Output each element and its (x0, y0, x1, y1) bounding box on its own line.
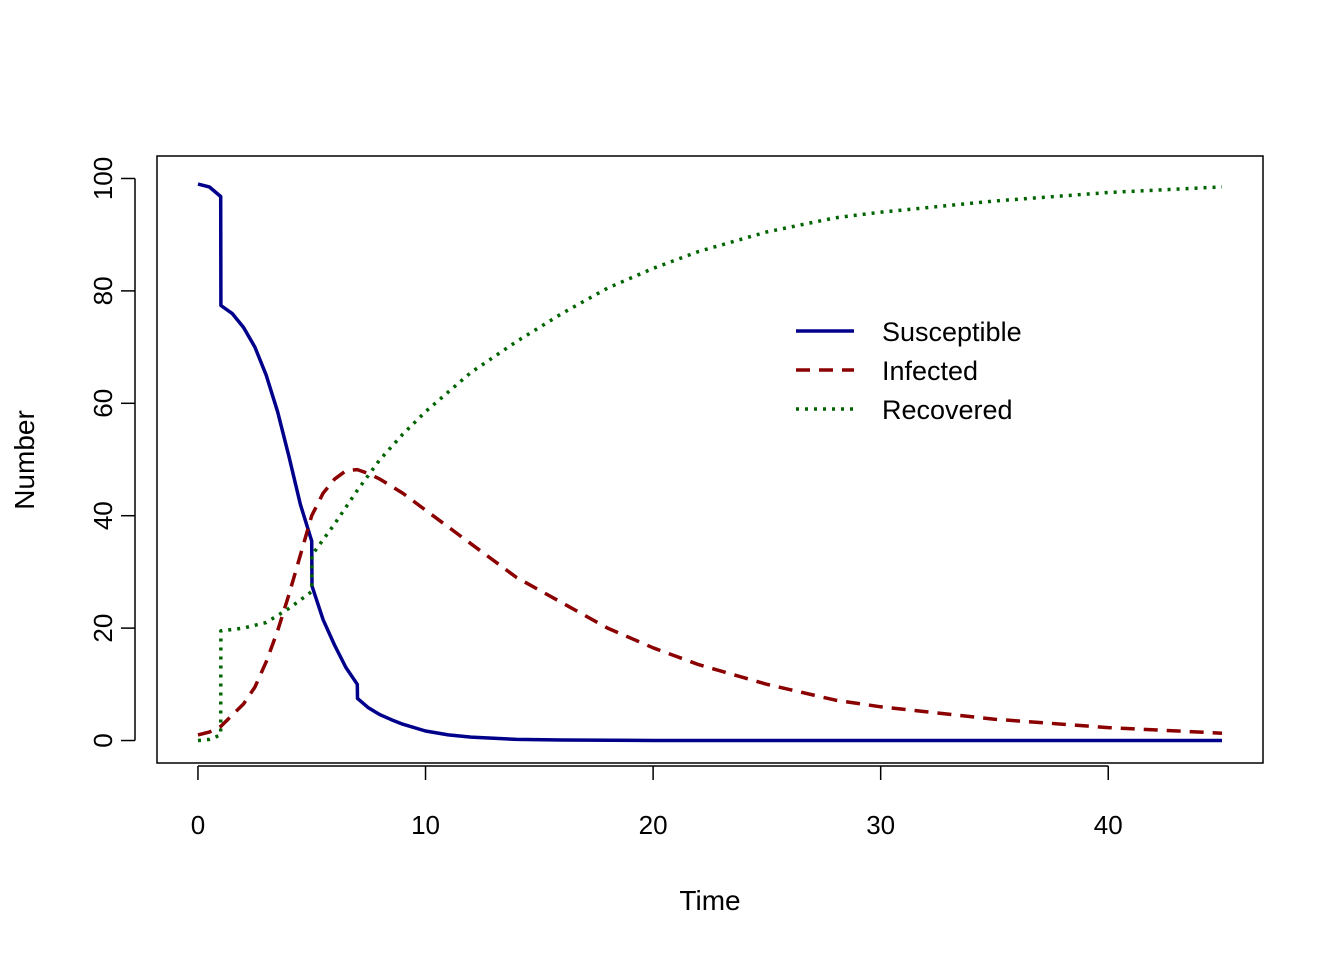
series-layer (197, 182, 1223, 743)
series-line-infected (197, 467, 1223, 737)
y-axis: 0 20 40 60 80 100 (88, 157, 136, 748)
x-tick-label: 20 (639, 810, 668, 840)
legend-label-susceptible: Susceptible (882, 317, 1022, 347)
y-tick-label: 100 (88, 157, 118, 200)
y-tick-label: 60 (88, 389, 118, 418)
y-axis-title: Number (9, 410, 40, 510)
series-line-recovered (197, 185, 1223, 743)
x-tick-label: 30 (866, 810, 895, 840)
series-line-susceptible (197, 182, 1222, 743)
y-tick-label: 80 (88, 276, 118, 305)
x-tick-label: 40 (1094, 810, 1123, 840)
plot-frame (156, 155, 1264, 764)
y-tick-label: 20 (88, 614, 118, 643)
x-axis-title: Time (679, 885, 740, 916)
legend-label-recovered: Recovered (882, 395, 1013, 425)
legend: Susceptible Infected Recovered (796, 317, 1022, 425)
legend-label-infected: Infected (882, 356, 978, 386)
y-tick-label: 40 (88, 501, 118, 530)
x-axis: 0 10 20 30 40 (191, 765, 1123, 840)
x-tick-label: 10 (411, 810, 440, 840)
y-tick-label: 0 (88, 733, 118, 747)
x-tick-label: 0 (191, 810, 205, 840)
